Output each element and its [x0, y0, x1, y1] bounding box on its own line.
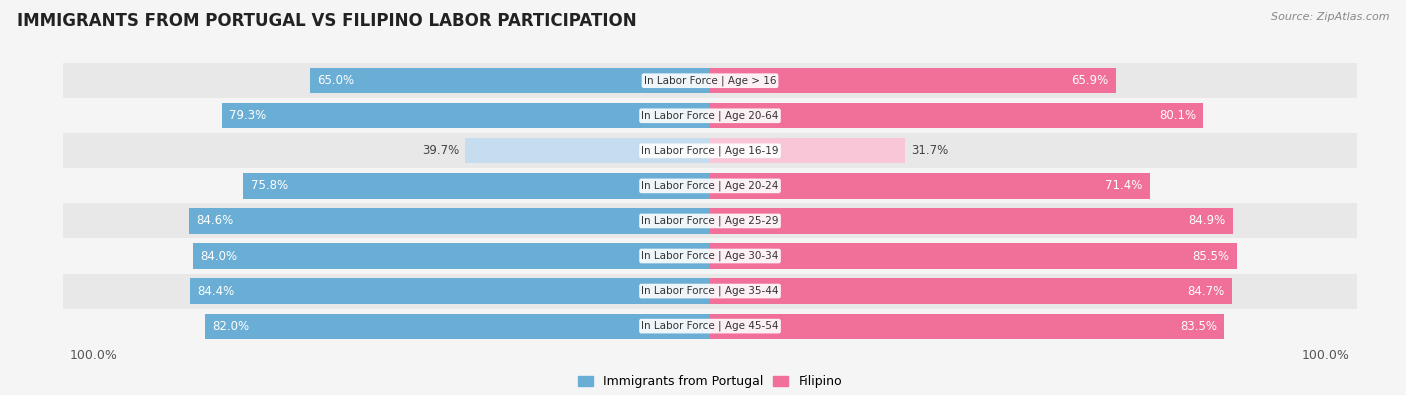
Bar [63, 273, 1357, 308]
Text: In Labor Force | Age 45-54: In Labor Force | Age 45-54 [641, 321, 779, 331]
Text: 82.0%: 82.0% [212, 320, 249, 333]
Bar [205, 314, 710, 339]
Text: Source: ZipAtlas.com: Source: ZipAtlas.com [1271, 12, 1389, 22]
Text: In Labor Force | Age > 16: In Labor Force | Age > 16 [644, 75, 776, 86]
Bar [193, 243, 710, 269]
Text: 83.5%: 83.5% [1180, 320, 1218, 333]
Text: 84.9%: 84.9% [1188, 214, 1226, 228]
Text: 65.0%: 65.0% [316, 74, 354, 87]
Bar [710, 138, 905, 164]
Bar [63, 134, 1357, 168]
Text: 79.3%: 79.3% [229, 109, 266, 122]
Text: 75.8%: 75.8% [250, 179, 288, 192]
Bar [63, 98, 1357, 134]
Legend: Immigrants from Portugal, Filipino: Immigrants from Portugal, Filipino [578, 375, 842, 388]
Bar [710, 243, 1237, 269]
Bar [243, 173, 710, 199]
Text: 84.7%: 84.7% [1187, 284, 1225, 297]
Text: 71.4%: 71.4% [1105, 179, 1143, 192]
Text: 84.0%: 84.0% [200, 250, 238, 263]
Text: 65.9%: 65.9% [1071, 74, 1108, 87]
Text: 85.5%: 85.5% [1192, 250, 1229, 263]
Text: In Labor Force | Age 30-34: In Labor Force | Age 30-34 [641, 251, 779, 261]
Bar [309, 68, 710, 93]
Text: In Labor Force | Age 35-44: In Labor Force | Age 35-44 [641, 286, 779, 296]
Bar [63, 203, 1357, 239]
Bar [188, 208, 710, 233]
Bar [710, 103, 1204, 128]
Bar [190, 278, 710, 304]
Text: 84.6%: 84.6% [197, 214, 233, 228]
Text: 84.4%: 84.4% [198, 284, 235, 297]
Text: In Labor Force | Age 20-24: In Labor Force | Age 20-24 [641, 181, 779, 191]
Bar [710, 68, 1116, 93]
Bar [710, 173, 1150, 199]
Bar [710, 278, 1232, 304]
Bar [63, 239, 1357, 273]
Text: In Labor Force | Age 16-19: In Labor Force | Age 16-19 [641, 146, 779, 156]
Bar [465, 138, 710, 164]
Bar [63, 168, 1357, 203]
Bar [710, 314, 1225, 339]
Text: 31.7%: 31.7% [911, 144, 949, 157]
Bar [63, 308, 1357, 344]
Text: IMMIGRANTS FROM PORTUGAL VS FILIPINO LABOR PARTICIPATION: IMMIGRANTS FROM PORTUGAL VS FILIPINO LAB… [17, 12, 637, 30]
Text: 39.7%: 39.7% [422, 144, 460, 157]
Text: 80.1%: 80.1% [1159, 109, 1197, 122]
Bar [222, 103, 710, 128]
Text: In Labor Force | Age 20-64: In Labor Force | Age 20-64 [641, 111, 779, 121]
Bar [710, 208, 1233, 233]
Bar [63, 63, 1357, 98]
Text: In Labor Force | Age 25-29: In Labor Force | Age 25-29 [641, 216, 779, 226]
